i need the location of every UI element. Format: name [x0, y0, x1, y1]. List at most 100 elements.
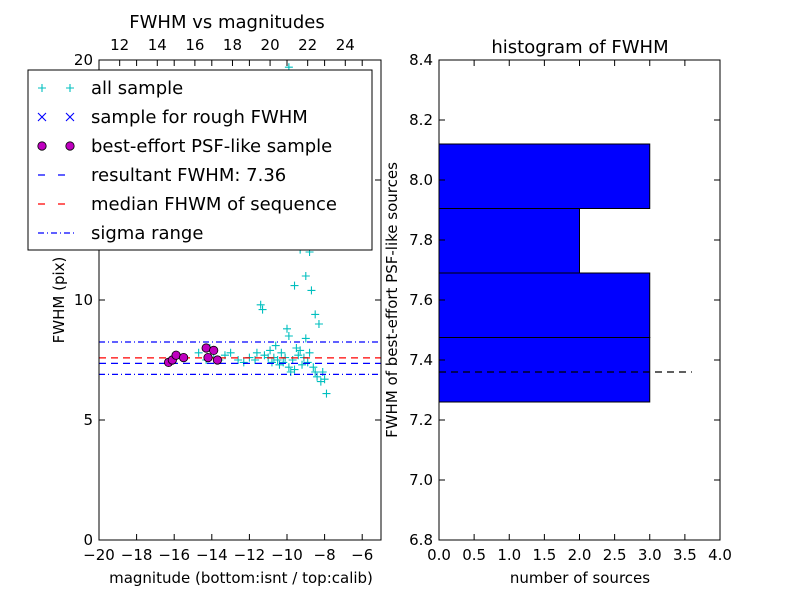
reference-lines	[99, 341, 381, 375]
psf-like-sample-point	[201, 343, 211, 353]
all-sample-point	[239, 358, 248, 367]
scatter-chart: FWHM vs magnitudes −20 −18 −16 −14 −12 −10 −8−…	[27, 12, 382, 587]
legend-swatch-x	[65, 112, 75, 122]
psf-like-sample-point	[209, 345, 219, 355]
histogram-bar	[438, 272, 651, 338]
legend-swatch-plus	[66, 84, 74, 92]
y-tick-label: 0	[83, 531, 93, 549]
all-sample-point	[267, 358, 276, 367]
all-sample-point	[283, 324, 291, 333]
y-tick-label: 8.4	[409, 51, 433, 69]
histogram-title: histogram of FWHM	[491, 37, 668, 58]
legend-box	[27, 69, 373, 251]
all-sample-point	[284, 332, 293, 340]
top-tick-label: 12	[110, 36, 129, 54]
legend-swatch-circle	[37, 141, 47, 151]
legend-label: resultant FWHM: 7.36	[91, 165, 286, 186]
psf-like-sample-series	[163, 343, 223, 367]
all-sample-point	[322, 389, 331, 398]
x-tick-label: −18	[121, 546, 153, 564]
all-sample-point	[279, 358, 288, 367]
y-tick-label: 6.8	[409, 531, 433, 549]
y-tick-label: 7.8	[409, 231, 433, 249]
x-tick-label: −6	[351, 546, 373, 564]
all-sample-point	[311, 310, 320, 319]
histogram-y-ticks: 6.8 7.0 7.2 7.4 7.6 7.8 8.0 8.2 8.4	[409, 51, 720, 549]
all-sample-point	[301, 272, 310, 280]
histogram-bar	[438, 208, 580, 274]
top-tick-label: 16	[185, 36, 204, 54]
x-tick-label: 0.0	[427, 546, 451, 564]
y-tick-label: 8.2	[409, 111, 433, 129]
all-sample-point	[284, 363, 293, 372]
all-sample-point	[313, 372, 322, 381]
psf-like-sample-point	[171, 350, 181, 360]
histogram-x-ticks: 0.0 0.5 1.0 1.5 2.0 2.5 3.0 3.5 4.0	[427, 60, 732, 564]
all-sample-point	[277, 348, 286, 357]
legend-swatch-x	[37, 112, 47, 122]
all-sample-point	[303, 358, 312, 367]
histogram-chart: histogram of FWHM 0.0 0.5 1.0 1.5 2.0 2.5 3.0 3…	[383, 37, 732, 587]
x-tick-label: −10	[271, 546, 303, 564]
psf-like-sample-point	[179, 352, 189, 363]
y-tick-label: 10	[74, 291, 93, 309]
x-tick-label: 1.0	[497, 546, 521, 564]
x-tick-label: 2.0	[568, 546, 592, 564]
legend-swatch-plus	[38, 84, 46, 92]
histogram-y-axis-label: FWHM of best-effort PSF-like sources	[383, 162, 401, 438]
y-tick-label: 7.0	[409, 471, 433, 489]
scatter-y-axis-label: FWHM (pix)	[50, 257, 68, 344]
all-sample-point	[311, 368, 320, 376]
x-tick-label: 2.5	[603, 546, 627, 564]
legend-swatch-circle	[65, 141, 75, 151]
scatter-x-ticks: −20 −18 −16 −14 −12 −10 −8 −6	[83, 60, 373, 564]
scatter-legend: all sample sample for rough FWHM best-effo…	[27, 69, 373, 251]
x-tick-label: 0.5	[462, 546, 486, 564]
histogram-x-axis-label: number of sources	[510, 569, 650, 587]
legend-label: best-effort PSF-like sample	[91, 136, 332, 157]
x-tick-label: 3.5	[673, 546, 697, 564]
legend-label: sample for rough FWHM	[91, 107, 308, 128]
all-sample-point	[307, 286, 316, 295]
x-tick-label: 3.0	[638, 546, 662, 564]
all-sample-point	[298, 360, 307, 369]
y-tick-label: 8.0	[409, 171, 433, 189]
all-sample-point	[252, 348, 261, 357]
scatter-x-axis-label: magnitude (bottom:isnt / top:calib)	[109, 569, 373, 587]
y-tick-label: 20	[74, 51, 93, 69]
top-tick-label: 22	[298, 36, 317, 54]
all-sample-point	[271, 341, 280, 350]
all-sample-point	[309, 363, 318, 372]
top-tick-label: 20	[261, 36, 280, 54]
top-tick-label: 18	[223, 36, 242, 54]
all-sample-point	[273, 356, 282, 364]
x-tick-label: −16	[158, 546, 190, 564]
x-tick-label: 1.5	[532, 546, 556, 564]
all-sample-point	[256, 300, 265, 309]
y-tick-label: 7.6	[409, 291, 433, 309]
histogram-bar	[438, 143, 651, 209]
scatter-chart-title: FWHM vs magnitudes	[129, 12, 324, 33]
all-sample-point	[290, 365, 299, 374]
top-tick-label: 24	[336, 36, 355, 54]
histogram-bars	[438, 143, 651, 403]
psf-like-sample-point	[212, 355, 223, 365]
legend-label: median FHWM of sequence	[91, 194, 337, 215]
y-tick-label: 7.2	[409, 411, 433, 429]
legend-entries: all sample sample for rough FWHM best-effo…	[37, 78, 337, 244]
legend-label: sigma range	[91, 223, 203, 244]
all-sample-point	[294, 351, 303, 360]
psf-like-sample-point	[203, 352, 213, 363]
all-sample-point	[290, 281, 299, 290]
all-sample-point	[234, 356, 243, 364]
legend-label: all sample	[91, 78, 183, 99]
x-tick-label: −12	[234, 546, 266, 564]
x-tick-label: −14	[196, 546, 228, 564]
all-sample-point	[226, 348, 235, 357]
x-tick-label: −20	[83, 546, 115, 564]
x-tick-label: 4.0	[708, 546, 732, 564]
all-sample-point	[266, 346, 275, 355]
all-sample-point	[314, 320, 323, 328]
all-sample-point	[296, 346, 305, 355]
